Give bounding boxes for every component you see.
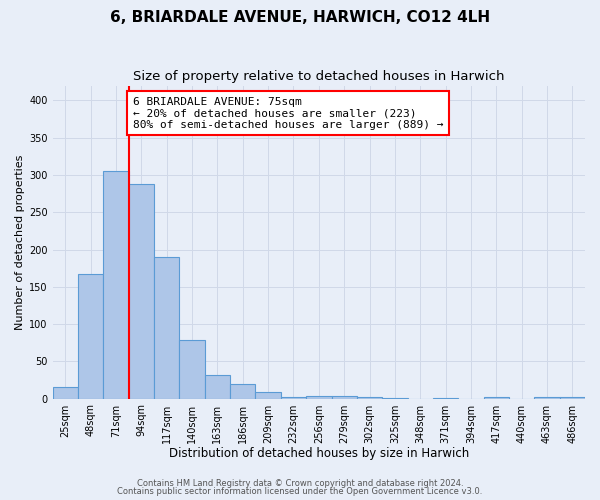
Text: Contains HM Land Registry data © Crown copyright and database right 2024.: Contains HM Land Registry data © Crown c… bbox=[137, 478, 463, 488]
Bar bbox=[357, 397, 382, 398]
Bar bbox=[179, 340, 205, 398]
Bar bbox=[560, 397, 585, 398]
Bar bbox=[154, 257, 179, 398]
Bar bbox=[205, 374, 230, 398]
Bar bbox=[332, 396, 357, 398]
Text: 6 BRIARDALE AVENUE: 75sqm
← 20% of detached houses are smaller (223)
80% of semi: 6 BRIARDALE AVENUE: 75sqm ← 20% of detac… bbox=[133, 96, 443, 130]
Bar bbox=[129, 184, 154, 398]
X-axis label: Distribution of detached houses by size in Harwich: Distribution of detached houses by size … bbox=[169, 447, 469, 460]
Bar bbox=[53, 388, 78, 398]
Title: Size of property relative to detached houses in Harwich: Size of property relative to detached ho… bbox=[133, 70, 505, 83]
Bar bbox=[306, 396, 332, 398]
Y-axis label: Number of detached properties: Number of detached properties bbox=[15, 154, 25, 330]
Bar bbox=[103, 172, 129, 398]
Bar bbox=[281, 397, 306, 398]
Text: 6, BRIARDALE AVENUE, HARWICH, CO12 4LH: 6, BRIARDALE AVENUE, HARWICH, CO12 4LH bbox=[110, 10, 490, 25]
Bar bbox=[535, 397, 560, 398]
Bar bbox=[230, 384, 256, 398]
Bar bbox=[484, 397, 509, 398]
Bar bbox=[256, 392, 281, 398]
Text: Contains public sector information licensed under the Open Government Licence v3: Contains public sector information licen… bbox=[118, 487, 482, 496]
Bar bbox=[78, 274, 103, 398]
